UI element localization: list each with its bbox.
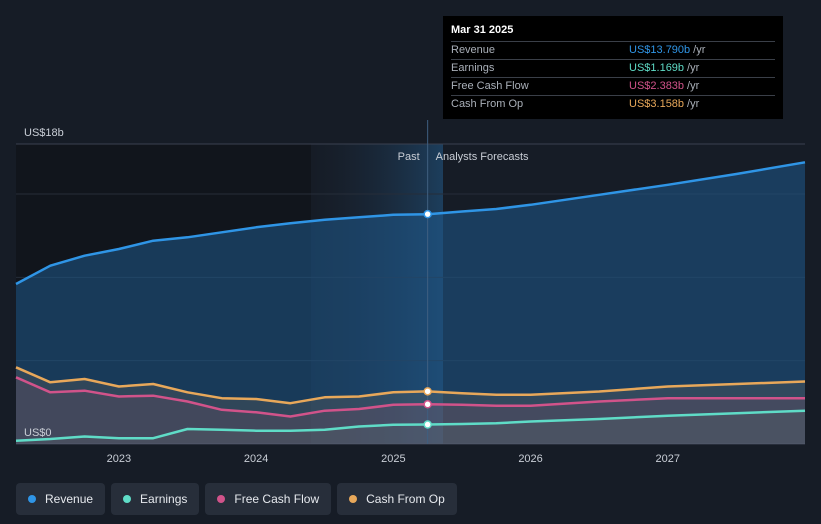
tooltip-row-free-cash-flow: Free Cash Flow US$2.383b /yr xyxy=(451,77,775,95)
x-tick-label: 2027 xyxy=(656,453,680,465)
hover-markers xyxy=(423,209,432,429)
tooltip-label: Free Cash Flow xyxy=(451,80,529,92)
legend-label: Cash From Op xyxy=(366,492,445,506)
tooltip-value: US$2.383b xyxy=(629,80,685,92)
tooltip-date: Mar 31 2025 xyxy=(451,24,514,36)
line-earnings xyxy=(15,409,806,442)
legend-label: Free Cash Flow xyxy=(234,492,320,506)
marker-revenue xyxy=(423,209,432,219)
legend: Revenue Earnings Free Cash Flow Cash Fro… xyxy=(16,483,457,515)
cash-from-op-dot-icon xyxy=(349,495,358,503)
x-axis-ticks: 2023 2024 2025 2026 2027 xyxy=(107,453,680,465)
tooltip-row-earnings: Earnings US$1.169b /yr xyxy=(451,59,775,77)
tooltip-row-cash-from-op: Cash From Op US$3.158b /yr xyxy=(451,95,775,113)
marker-earnings xyxy=(423,420,432,429)
revenue-dot-icon xyxy=(28,495,36,503)
line-free-cash-flow xyxy=(15,376,805,418)
tooltip-unit: /yr xyxy=(693,44,706,56)
area-free-cash-flow xyxy=(16,377,805,444)
tooltip-value: US$13.790b xyxy=(629,44,691,56)
tooltip-label: Cash From Op xyxy=(451,98,524,110)
y-axis-bottom-label: US$0 xyxy=(24,427,52,439)
series-lines xyxy=(15,161,806,442)
line-cash-from-op xyxy=(15,366,806,405)
past-label: Past xyxy=(398,151,420,163)
marker-free-cash-flow xyxy=(423,400,432,409)
x-tick-label: 2025 xyxy=(381,453,405,465)
area-revenue xyxy=(16,162,805,445)
x-tick-label: 2023 xyxy=(107,453,131,465)
y-axis-top-label: US$18b xyxy=(24,127,64,139)
tooltip-row-revenue: Revenue US$13.790b /yr xyxy=(451,41,775,59)
marker-cash-from-op xyxy=(423,387,432,396)
tooltip-label: Revenue xyxy=(451,44,496,56)
free-cash-flow-dot-icon xyxy=(217,495,226,503)
x-tick-label: 2024 xyxy=(244,453,268,465)
tooltip-unit: /yr xyxy=(687,62,700,74)
line-revenue xyxy=(15,161,806,286)
earnings-dot-icon xyxy=(123,495,132,503)
x-tick-label: 2026 xyxy=(518,453,542,465)
tooltip-unit: /yr xyxy=(687,98,700,110)
tooltip-unit: /yr xyxy=(687,80,700,92)
tooltip-value: US$1.169b xyxy=(629,62,685,74)
forecast-label: Analysts Forecasts xyxy=(436,151,529,163)
legend-label: Revenue xyxy=(45,492,94,506)
tooltip-label: Earnings xyxy=(451,62,495,74)
legend-item-earnings[interactable]: Earnings xyxy=(111,483,200,515)
hover-tooltip: Mar 31 2025 Revenue US$13.790b /yr Earni… xyxy=(443,16,783,119)
legend-label: Earnings xyxy=(140,492,188,506)
chart: Past Analysts Forecasts US$18b US$0 2023… xyxy=(15,120,806,465)
legend-item-revenue[interactable]: Revenue xyxy=(16,483,106,515)
legend-item-free-cash-flow[interactable]: Free Cash Flow xyxy=(205,483,332,515)
legend-item-cash-from-op[interactable]: Cash From Op xyxy=(337,483,457,515)
tooltip-value: US$3.158b xyxy=(629,98,685,110)
